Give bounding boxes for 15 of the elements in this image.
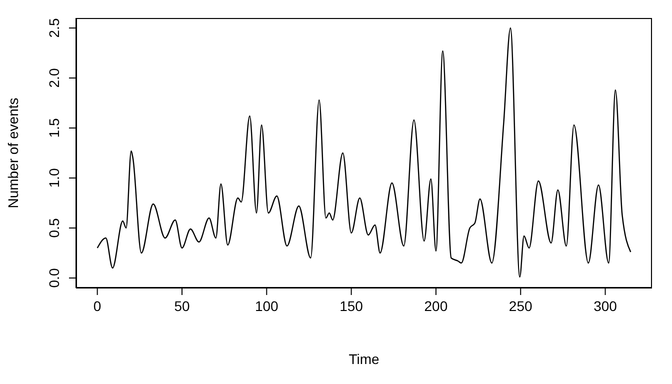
y-tick-label: 2.0 xyxy=(46,68,62,88)
y-tick-label: 1.5 xyxy=(46,118,62,138)
x-tick-label: 100 xyxy=(254,298,279,314)
x-axis-title: Time xyxy=(348,351,380,367)
x-tick-label: 50 xyxy=(174,298,190,314)
y-axis-title: Number of events xyxy=(5,98,21,208)
x-tick-label: 250 xyxy=(508,298,533,314)
x-tick-label: 150 xyxy=(340,298,364,314)
y-tick-label: 0.5 xyxy=(46,218,62,238)
y-tick-label: 1.0 xyxy=(46,168,62,188)
x-tick-label: 0 xyxy=(93,298,102,314)
x-tick-label: 300 xyxy=(594,298,618,314)
x-tick-label: 200 xyxy=(424,298,448,314)
y-tick-label: 0.0 xyxy=(46,268,62,288)
y-tick-label: 2.5 xyxy=(46,18,62,38)
